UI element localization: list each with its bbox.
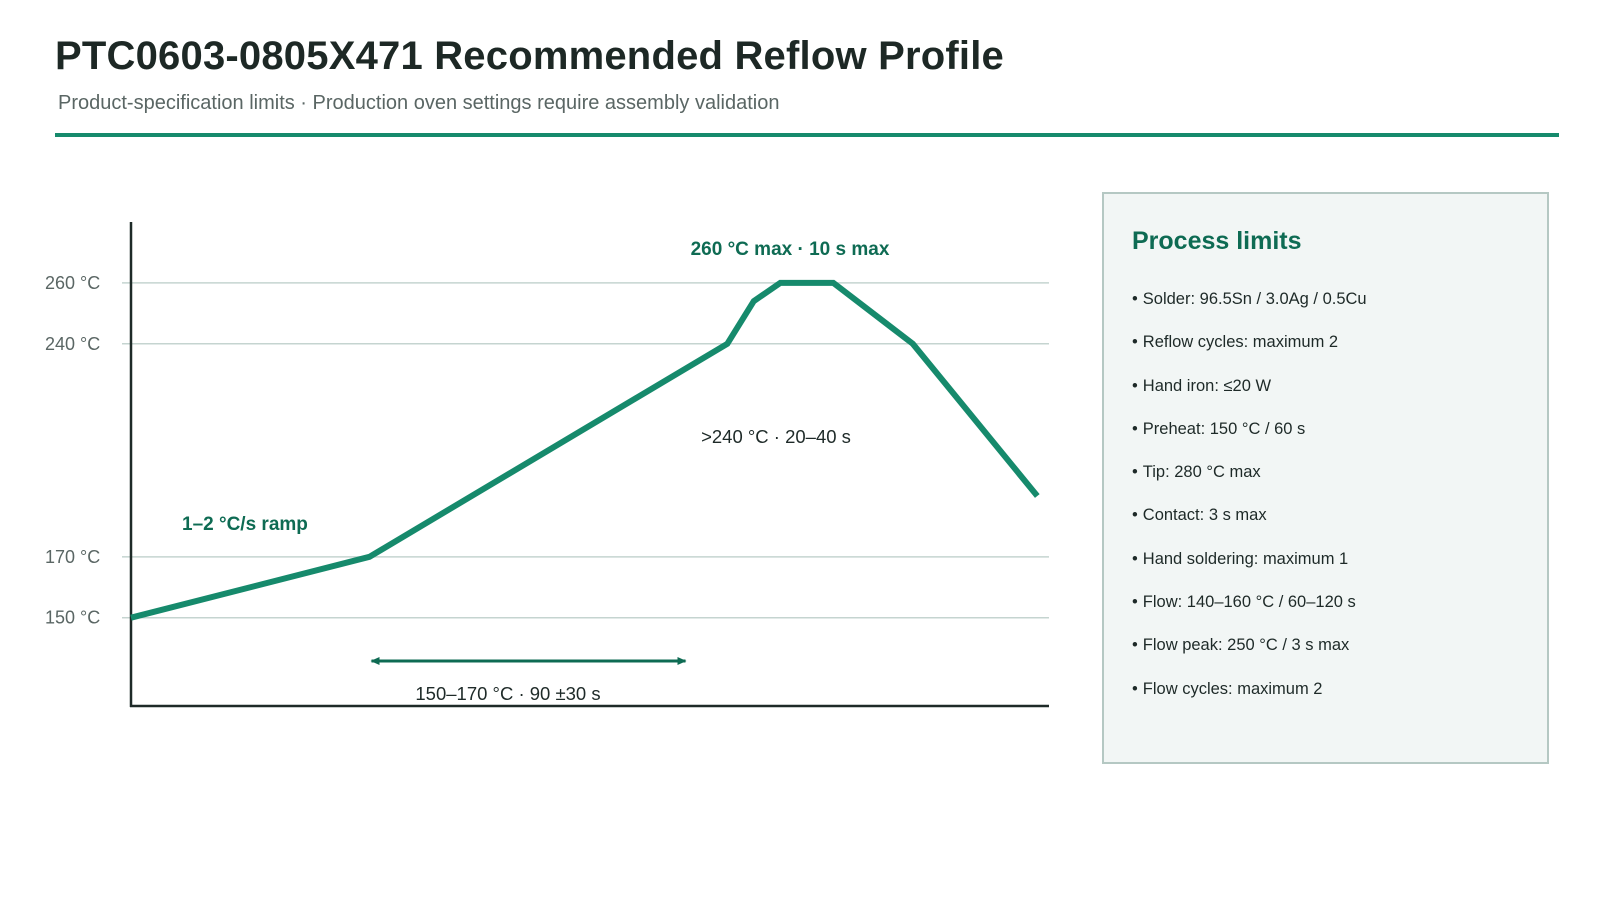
y-tick-label: 240 °C (45, 334, 100, 354)
page-title: PTC0603-0805X471 Recommended Reflow Prof… (55, 34, 1004, 78)
y-tick-label: 260 °C (45, 273, 100, 293)
page-subtitle: Product-specification limits · Productio… (58, 92, 780, 114)
y-tick-label: 150 °C (45, 608, 100, 628)
list-item: Tip: 280 °C max (1132, 463, 1367, 506)
panel-title: Process limits (1132, 227, 1302, 255)
list-item: Hand soldering: maximum 1 (1132, 550, 1367, 593)
list-item: Preheat: 150 °C / 60 s (1132, 420, 1367, 463)
soak-annotation: 150–170 °C · 90 ±30 s (415, 683, 600, 704)
process-limits-panel: Process limits Solder: 96.5Sn / 3.0Ag / … (1102, 192, 1549, 764)
header-divider (55, 133, 1559, 137)
list-item: Solder: 96.5Sn / 3.0Ag / 0.5Cu (1132, 290, 1367, 333)
ramp-annotation: 1–2 °C/s ramp (182, 514, 308, 535)
list-item: Reflow cycles: maximum 2 (1132, 333, 1367, 376)
list-item: Hand iron: ≤20 W (1132, 377, 1367, 420)
reflow-profile-chart: 150 °C 170 °C 240 °C 260 °C 1–2 °C/s ramp 260… (45, 222, 1049, 708)
time-above-240-annotation: >240 °C · 20–40 s (701, 426, 851, 447)
list-item: Contact: 3 s max (1132, 506, 1367, 549)
list-item: Flow cycles: maximum 2 (1132, 680, 1367, 723)
peak-annotation: 260 °C max · 10 s max (691, 239, 890, 260)
list-item: Flow: 140–160 °C / 60–120 s (1132, 593, 1367, 636)
reflow-profile-line (130, 279, 1040, 621)
process-limits-list: Solder: 96.5Sn / 3.0Ag / 0.5Cu Reflow cy… (1132, 290, 1367, 723)
list-item: Flow peak: 250 °C / 3 s max (1132, 636, 1367, 679)
y-tick-label: 170 °C (45, 547, 100, 567)
